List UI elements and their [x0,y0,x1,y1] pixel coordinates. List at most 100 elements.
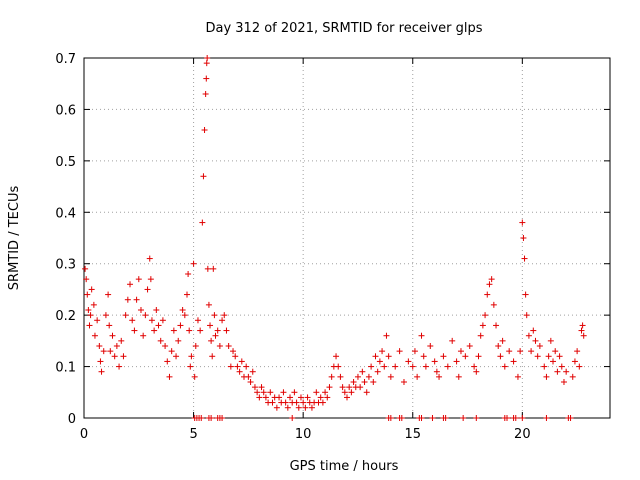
data-point [234,363,241,370]
data-point [427,343,434,349]
data-point [488,276,495,283]
y-tick-label: 0.1 [55,361,76,376]
data-point [350,379,357,385]
data-point [519,415,526,421]
data-point [532,337,539,344]
data-point [111,353,118,360]
data-point [205,301,212,308]
data-point [223,327,230,334]
data-point [398,415,405,421]
data-point [304,394,311,401]
data-point [477,332,484,339]
data-point [536,343,543,349]
data-point [302,404,309,411]
data-point [91,332,98,339]
data-point [106,322,113,329]
data-point [512,415,519,421]
data-point [493,322,500,329]
data-point [313,389,320,396]
data-point [580,332,587,339]
data-point [153,307,160,313]
data-point [554,368,561,375]
data-point [188,353,195,360]
y-tick-label: 0 [68,412,76,427]
data-point [207,322,214,329]
data-point [198,415,205,421]
data-point [177,322,184,329]
data-point [326,384,333,391]
x-tick-label: 20 [514,427,531,442]
data-point [211,312,218,319]
data-point [479,322,486,329]
data-point [392,363,399,370]
data-point [436,373,443,380]
data-point [214,327,221,334]
data-point [569,373,576,380]
data-point [191,373,198,380]
data-point [574,348,581,355]
data-point [497,353,504,360]
grid-lines [84,58,610,418]
data-point [146,255,153,262]
data-point [289,415,296,421]
data-point [181,312,188,319]
data-point [517,348,524,355]
data-point [411,348,418,355]
data-point [204,265,211,272]
data-point [166,373,173,380]
data-point [466,343,473,349]
data-point [187,363,194,370]
data-point [414,373,421,380]
data-point [442,415,449,421]
plot-frame [83,57,611,419]
data-point [212,332,219,339]
data-point [88,286,95,293]
data-point [365,373,372,380]
data-point [337,373,344,380]
data-point [333,353,340,360]
data-point [120,353,127,360]
data-point [83,276,90,283]
data-point [151,327,158,334]
data-point [510,358,517,365]
x-tick-label: 0 [80,427,88,442]
data-point [449,337,456,344]
data-point [547,337,554,344]
data-point [405,358,412,365]
x-axis-label: GPS time / hours [290,459,399,474]
y-tick-label: 0.7 [55,52,76,67]
data-point [254,389,261,396]
data-point [230,348,237,355]
data-point [563,368,570,375]
data-point [90,301,97,308]
data-point [552,348,559,355]
data-point [324,394,331,401]
data-point [530,327,537,334]
data-point [157,337,164,344]
data-point [363,389,370,396]
data-point [473,415,480,421]
data-point [258,384,265,391]
data-point [287,394,294,401]
data-point [433,368,440,375]
data-point [293,399,300,406]
data-point [522,291,529,298]
data-point [262,394,269,401]
y-tick-label: 0.4 [55,206,76,221]
data-point [116,363,123,370]
x-tick-label: 5 [189,427,197,442]
data-point [501,363,508,370]
data-point [133,296,140,303]
data-point [221,312,228,319]
data-point [131,327,138,334]
data-point [455,373,462,380]
data-point [525,332,532,339]
data-point [190,260,197,267]
data-point [203,60,210,67]
data-point [137,307,144,313]
data-point [520,235,527,241]
data-point [523,312,530,319]
data-point [374,368,381,375]
data-point [344,394,350,401]
